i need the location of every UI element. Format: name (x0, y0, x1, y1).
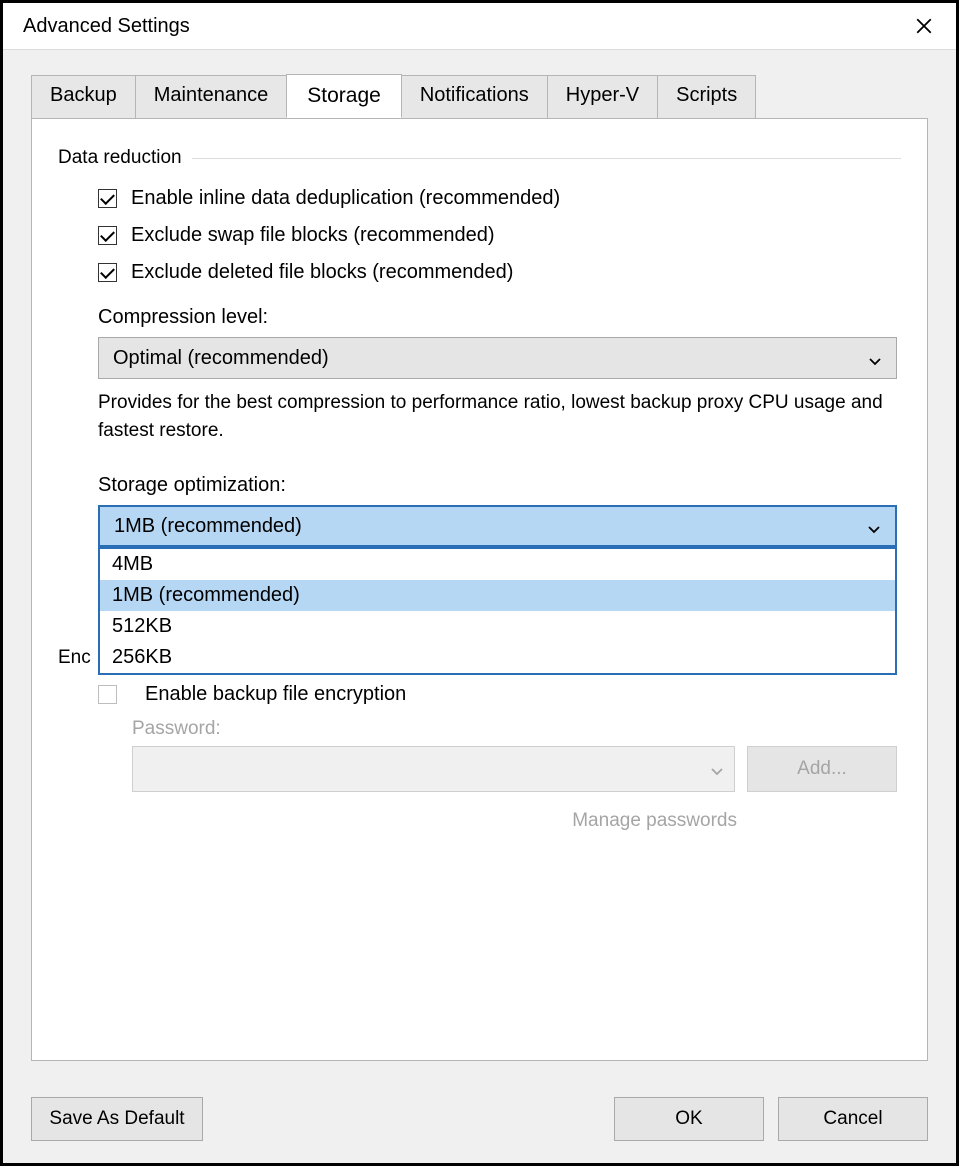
chevron-down-icon (710, 762, 724, 776)
swap-row: Exclude swap file blocks (recommended) (98, 224, 897, 247)
storage-opt-wrap: 1MB (recommended) 4MB 1MB (recommended) … (98, 505, 897, 547)
data-reduction-label: Data reduction (58, 147, 182, 169)
enable-encryption-label: Enable backup file encryption (145, 683, 406, 706)
tab-scripts[interactable]: Scripts (657, 75, 756, 119)
close-icon (915, 17, 933, 35)
dialog-body: Backup Maintenance Storage Notifications… (3, 50, 956, 1079)
divider (192, 158, 901, 159)
password-row: Add... (132, 746, 897, 792)
password-label: Password: (132, 718, 897, 740)
titlebar: Advanced Settings (3, 3, 956, 50)
deleted-label: Exclude deleted file blocks (recommended… (131, 261, 513, 284)
manage-passwords-link[interactable]: Manage passwords (132, 810, 897, 832)
storage-opt-option-512kb[interactable]: 512KB (100, 611, 895, 642)
storage-tab-content: Data reduction Enable inline data dedupl… (31, 118, 928, 1061)
encryption-body: Enable backup file encryption Password: … (58, 683, 901, 832)
dedup-row: Enable inline data deduplication (recomm… (98, 187, 897, 210)
compression-dropdown[interactable]: Optimal (recommended) (98, 337, 897, 379)
add-password-button[interactable]: Add... (747, 746, 897, 792)
storage-opt-option-1mb[interactable]: 1MB (recommended) (100, 580, 895, 611)
storage-opt-option-256kb[interactable]: 256KB (100, 642, 895, 673)
swap-checkbox[interactable] (98, 226, 117, 245)
footer-right: OK Cancel (614, 1097, 928, 1141)
compression-help: Provides for the best compression to per… (98, 389, 897, 444)
chevron-down-icon (867, 519, 881, 533)
enable-encryption-checkbox[interactable] (98, 685, 117, 704)
close-button[interactable] (904, 11, 944, 41)
storage-opt-label: Storage optimization: (98, 474, 897, 497)
dialog-title: Advanced Settings (23, 15, 190, 38)
tab-maintenance[interactable]: Maintenance (135, 75, 288, 119)
compression-value: Optimal (recommended) (113, 347, 329, 370)
password-dropdown[interactable] (132, 746, 735, 792)
deleted-row: Exclude deleted file blocks (recommended… (98, 261, 897, 284)
ok-button[interactable]: OK (614, 1097, 764, 1141)
tab-backup[interactable]: Backup (31, 75, 136, 119)
chevron-down-icon (868, 351, 882, 365)
data-reduction-body: Enable inline data deduplication (recomm… (58, 187, 901, 547)
save-as-default-button[interactable]: Save As Default (31, 1097, 203, 1141)
storage-opt-list: 4MB 1MB (recommended) 512KB 256KB (98, 547, 897, 675)
enable-encryption-row: Enable backup file encryption (98, 683, 897, 706)
deleted-checkbox[interactable] (98, 263, 117, 282)
dedup-label: Enable inline data deduplication (recomm… (131, 187, 560, 210)
cancel-button[interactable]: Cancel (778, 1097, 928, 1141)
dedup-checkbox[interactable] (98, 189, 117, 208)
advanced-settings-dialog: Advanced Settings Backup Maintenance Sto… (0, 0, 959, 1166)
storage-opt-option-4mb[interactable]: 4MB (100, 549, 895, 580)
data-reduction-header: Data reduction (58, 147, 901, 169)
encryption-label-prefix: Enc (58, 647, 91, 669)
compression-label: Compression level: (98, 306, 897, 329)
tab-notifications[interactable]: Notifications (401, 75, 548, 119)
storage-opt-value: 1MB (recommended) (114, 515, 302, 538)
storage-opt-dropdown[interactable]: 1MB (recommended) (98, 505, 897, 547)
swap-label: Exclude swap file blocks (recommended) (131, 224, 495, 247)
dialog-footer: Save As Default OK Cancel (3, 1079, 956, 1163)
tab-hyperv[interactable]: Hyper-V (547, 75, 658, 119)
tab-storage[interactable]: Storage (286, 74, 402, 118)
tab-strip: Backup Maintenance Storage Notifications… (31, 74, 928, 118)
